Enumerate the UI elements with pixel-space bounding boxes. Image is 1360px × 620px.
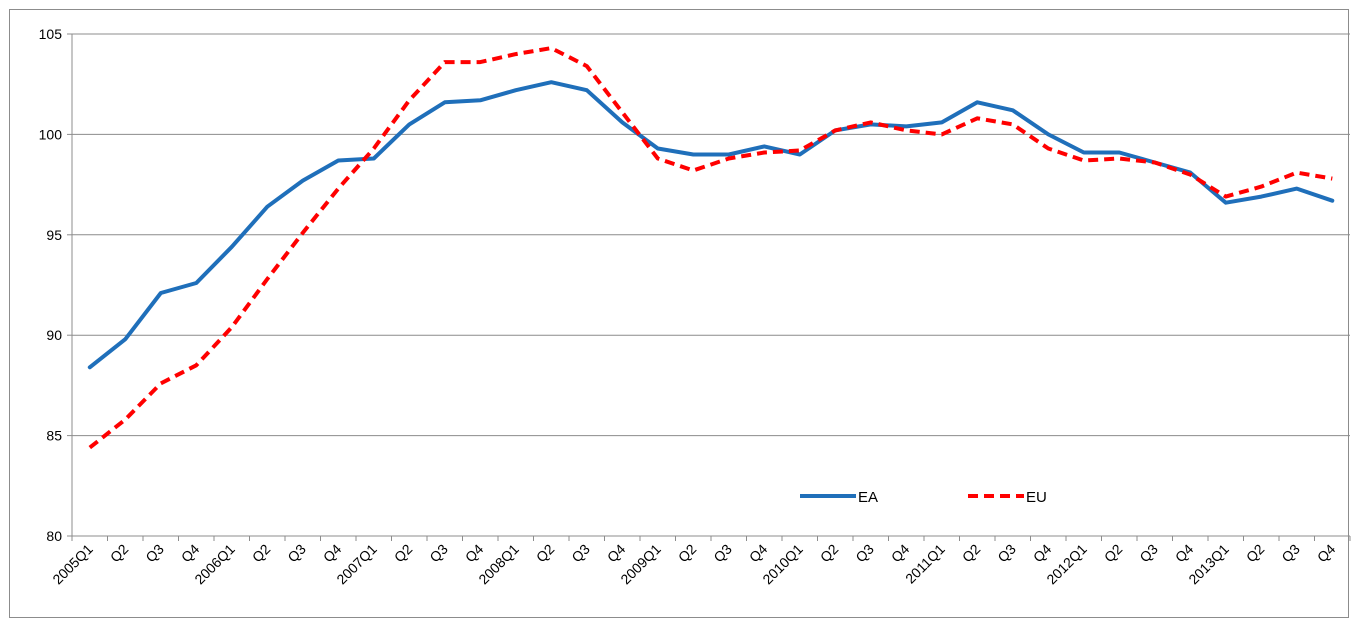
x-tick-label: 2006Q1: [191, 541, 238, 588]
x-tick-label: Q3: [710, 541, 735, 566]
x-tick-label: 2010Q1: [759, 541, 806, 588]
x-tick-label: Q2: [817, 541, 842, 566]
gridlines: [72, 33, 1350, 437]
x-tick-label: Q4: [320, 541, 345, 566]
x-tick-label: 2011Q1: [902, 541, 948, 587]
x-tick-label: Q2: [107, 541, 132, 566]
x-tick-label: Q4: [1030, 541, 1055, 566]
y-tick-label: 105: [39, 26, 63, 42]
x-tick-label: 2012Q1: [1043, 541, 1090, 588]
series-line-eu: [88, 46, 1333, 450]
legend-label-eu: EU: [1026, 489, 1047, 506]
x-tick-label: Q3: [426, 541, 451, 566]
x-tick-label: Q4: [604, 541, 629, 566]
y-tick-label: 95: [46, 227, 62, 243]
chart-frame: [9, 9, 1349, 618]
y-tick-labels: 80 85 90 95 100 105: [39, 26, 63, 544]
series-line-ea: [87, 80, 1335, 370]
x-tick-label: 2005Q1: [49, 541, 96, 588]
x-tick-label: Q2: [959, 541, 984, 566]
x-tick-label: Q4: [1314, 541, 1339, 566]
axes: [67, 33, 1351, 541]
x-tick-label: Q4: [888, 541, 913, 566]
y-tick-label: 85: [46, 428, 62, 444]
y-tick-label: 90: [46, 327, 62, 343]
y-tick-label: 80: [46, 528, 62, 544]
x-tick-label: Q3: [1136, 541, 1161, 566]
x-tick-label: Q3: [284, 541, 309, 566]
x-tick-label: Q2: [1101, 541, 1126, 566]
series-lines: [87, 46, 1335, 450]
x-tick-label: Q3: [1278, 541, 1303, 566]
x-tick-label: Q4: [746, 541, 771, 566]
x-tick-label: Q2: [391, 541, 416, 566]
x-tick-label: Q3: [568, 541, 593, 566]
legend: EA EU: [800, 489, 1047, 506]
x-tick-label: 2007Q1: [333, 541, 380, 588]
x-tick-label: Q4: [462, 541, 487, 566]
x-tick-label: Q4: [178, 541, 203, 566]
x-tick-label: 2013Q1: [1185, 541, 1232, 588]
x-tick-label: 2008Q1: [475, 541, 522, 588]
x-tick-label: Q3: [852, 541, 877, 566]
x-tick-label: Q2: [1243, 541, 1268, 566]
x-tick-label: Q2: [249, 541, 274, 566]
x-tick-label: Q2: [533, 541, 558, 566]
legend-label-ea: EA: [858, 489, 878, 506]
x-tick-label: Q2: [675, 541, 700, 566]
x-tick-label: 2009Q1: [617, 541, 664, 588]
x-tick-label: Q4: [1172, 541, 1197, 566]
x-tick-label: Q3: [142, 541, 167, 566]
y-tick-label: 100: [39, 126, 63, 142]
x-tick-label: Q3: [994, 541, 1019, 566]
